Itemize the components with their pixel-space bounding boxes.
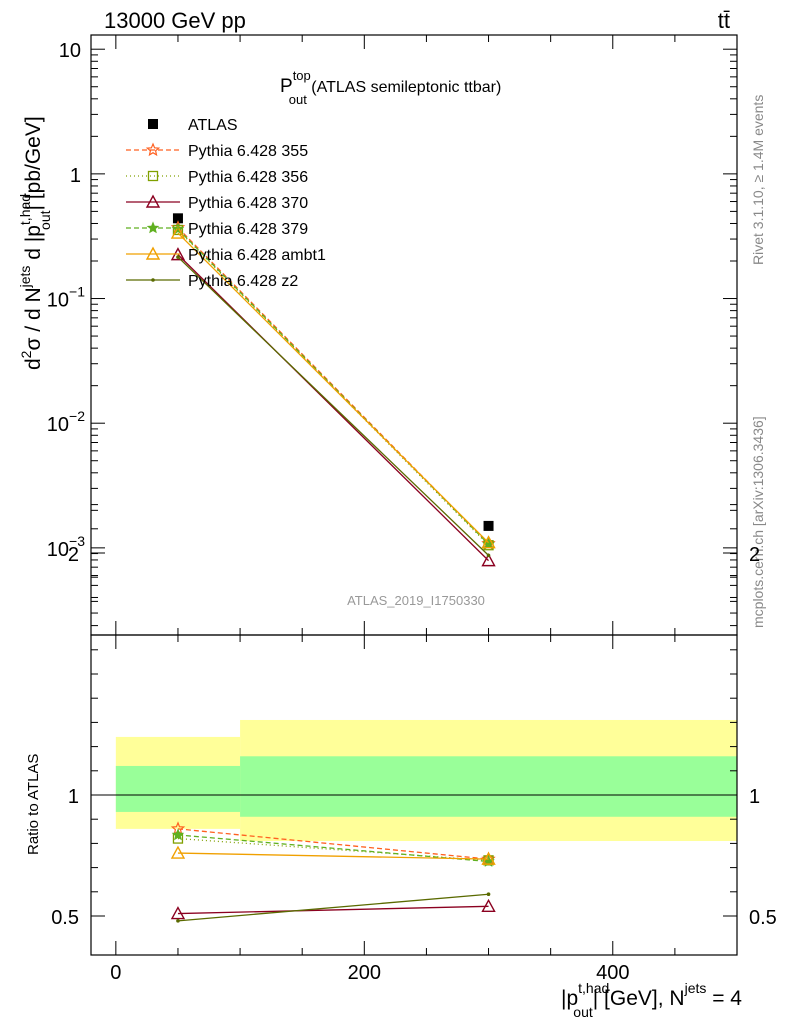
line-p370 — [177, 254, 489, 562]
xtick-label: 0 — [110, 962, 121, 984]
legend-label-p370: Pythia 6.428 370 — [188, 195, 308, 212]
legend-label-ambt1: Pythia 6.428 ambt1 — [188, 247, 326, 264]
analysis-id: ATLAS_2019_I1750330 — [347, 593, 485, 608]
ratio-uncertainty-bands — [91, 719, 738, 841]
ratio-ytick-label: 2 — [68, 544, 79, 566]
point-ambt1-1 — [481, 535, 496, 549]
legend-entry-p356: Pythia 6.428 356 — [126, 169, 308, 186]
header-right: tt̄ — [718, 8, 730, 33]
mcplots-label: mcplots.cern.ch [arXiv:1306.3436] — [750, 416, 766, 628]
rivet-label: Rivet 3.1.10, ≥ 1.4M events — [750, 95, 766, 265]
ratio-line-ambt1 — [177, 852, 489, 860]
legend-marker-ambt1 — [145, 246, 161, 260]
main-ytick-label: 10 — [59, 40, 81, 62]
main-panel-series — [170, 213, 496, 567]
legend-entry-ambt1: Pythia 6.428 ambt1 — [126, 246, 326, 264]
legend-label-p355: Pythia 6.428 355 — [188, 143, 308, 160]
band-inner-0 — [115, 765, 241, 812]
ratio-point-p370-0 — [170, 906, 186, 920]
main-ytick-label: 10−3 — [47, 533, 85, 561]
legend-marker-p355 — [145, 142, 161, 157]
point-ambt1-0 — [170, 225, 186, 239]
ratio-series-p370 — [170, 898, 496, 920]
series-z2 — [176, 255, 491, 558]
band-inner-1 — [240, 756, 738, 817]
point-z2-0 — [176, 255, 180, 259]
main-y-axis-label: d2σ / d Njets d |pt,had out| [pb/GeV] — [17, 116, 53, 370]
legend-entry-p355: Pythia 6.428 355 — [126, 142, 308, 160]
point-atlas-0 — [172, 213, 183, 224]
xtick-label: 400 — [596, 962, 629, 984]
line-ambt1 — [177, 232, 489, 544]
legend-marker-p356 — [147, 170, 159, 182]
ratio-point-ambt1-0 — [170, 845, 186, 859]
xtick-label: 200 — [348, 962, 381, 984]
legend-label-z2: Pythia 6.428 z2 — [188, 273, 298, 290]
point-p370-1 — [481, 553, 496, 567]
ratio-ytick-label: 0.5 — [51, 907, 79, 929]
ratio-ytick-label-right: 1 — [749, 786, 760, 808]
legend-entry-p370: Pythia 6.428 370 — [126, 194, 308, 212]
ratio-ytick-label: 1 — [68, 786, 79, 808]
ratio-line-p370 — [177, 905, 489, 915]
legend-entry-atlas: ATLAS — [148, 117, 238, 134]
legend-label-p379: Pythia 6.428 379 — [188, 221, 308, 238]
main-ytick-label: 1 — [70, 165, 81, 187]
line-z2 — [177, 256, 489, 556]
main-ytick-label: 10−1 — [47, 284, 85, 312]
ratio-panel-series — [170, 821, 496, 923]
ratio-series-ambt1 — [170, 845, 496, 865]
legend-marker-atlas — [148, 119, 158, 129]
ratio-y-axis-label: Ratio to ATLAS — [25, 754, 42, 855]
line-p356 — [177, 229, 490, 546]
ratio-line-p355 — [177, 828, 489, 860]
ratio-series-z2 — [176, 892, 491, 923]
x-axis-label: |pt,had out| [GeV], Njets = 4 — [561, 980, 742, 1020]
ratio-ytick-label-right: 2 — [749, 544, 760, 566]
header-left: 13000 GeV pp — [104, 8, 246, 33]
legend-marker-p379 — [146, 221, 160, 234]
legend: ATLAS Pythia 6.428 355 Pythia 6.428 356 Pyt… — [126, 117, 326, 290]
ratio-point-p379-0 — [171, 828, 185, 841]
legend-label-atlas: ATLAS — [188, 117, 238, 134]
legend-marker-p370 — [145, 194, 161, 208]
legend-label-p356: Pythia 6.428 356 — [188, 169, 308, 186]
series-atlas — [172, 213, 494, 531]
ratio-point-z2-1 — [486, 892, 491, 897]
ratio-point-ambt1-1 — [481, 851, 496, 865]
legend-entry-p379: Pythia 6.428 379 — [126, 221, 308, 238]
plot-title: Ptop out (ATLAS semileptonic ttbar) — [280, 68, 501, 107]
ratio-line-z2 — [177, 893, 489, 922]
legend-marker-z2 — [151, 278, 155, 282]
main-ytick-label: 10−2 — [47, 408, 85, 436]
legend-entry-z2: Pythia 6.428 z2 — [126, 273, 298, 290]
ratio-line-p379 — [177, 834, 489, 863]
point-z2-1 — [486, 553, 491, 558]
series-ambt1 — [170, 225, 496, 549]
ratio-ytick-label-right: 0.5 — [749, 907, 777, 929]
ratio-point-z2-0 — [176, 919, 180, 923]
ratio-point-p370-1 — [481, 898, 496, 913]
point-atlas-1 — [483, 520, 494, 531]
